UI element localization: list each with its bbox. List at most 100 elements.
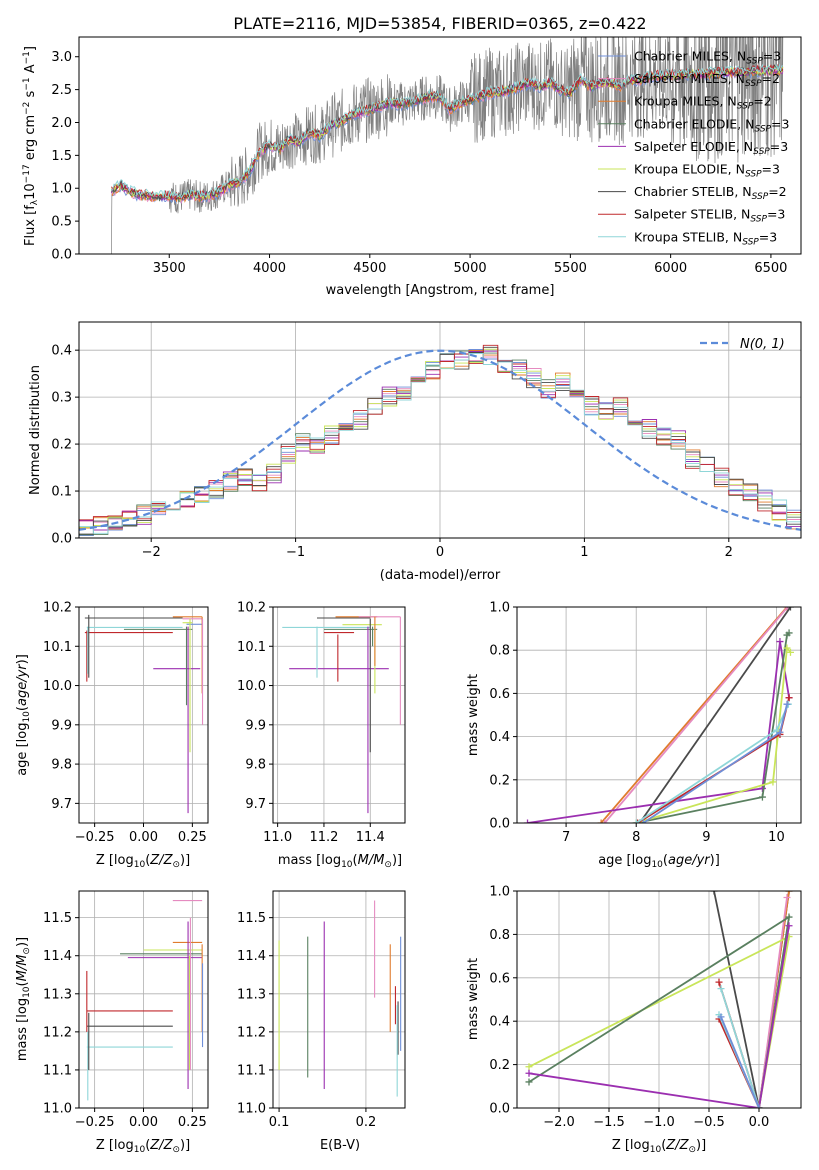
axes-age-vs-mass: 11.0 11.2 11.4 9.7 9.8 9.9 10.0 10.1 10.2 mass [l… [237, 601, 406, 870]
legend-label-suffix: =3 [762, 162, 780, 177]
histogram-step [79, 344, 801, 521]
legend-label-suffix: =3 [759, 229, 777, 244]
legend-label-suffix: =2 [762, 71, 780, 86]
y-tick-label: 0.4 [489, 730, 510, 745]
weight-marker [525, 1078, 533, 1086]
x-tick-label: 6000 [654, 261, 687, 276]
x-axis-label: wavelength [Angstrom, rest frame] [326, 283, 555, 298]
weight-line [636, 632, 790, 823]
x-tick-label: 5500 [554, 261, 587, 276]
weight-marker [524, 819, 532, 823]
legend-label-text: Chabrier MILES, N [634, 49, 746, 64]
x-tick-label: −0.5 [693, 1115, 725, 1130]
legend-label-suffix: =2 [768, 184, 786, 199]
legend-label: Kroupa MILES, NSSP=2 [634, 94, 772, 112]
y-tick-label: 11.0 [237, 1102, 266, 1117]
axes-frame [272, 890, 406, 1109]
weight-line [638, 607, 792, 823]
weight-marker [785, 629, 793, 637]
weight-marker [776, 728, 784, 736]
legend-label-suffix: =3 [770, 139, 788, 154]
x-tick-label: 1 [580, 545, 588, 560]
legend-label-text: Chabrier ELODIE, N [634, 116, 754, 131]
spectrum-model-line [111, 63, 783, 199]
plot-area [524, 607, 794, 823]
legend-label-sub: SSP [754, 124, 771, 134]
histogram-step [79, 353, 801, 534]
label-part: ( [661, 1138, 666, 1153]
y-tick-label: 11.3 [43, 987, 72, 1002]
label-part: ( [15, 706, 30, 711]
label-part: ⊙ [22, 947, 32, 955]
label-part: Z/Z [665, 1138, 689, 1153]
y-tick-label: 0.4 [489, 1015, 510, 1030]
weight-line [718, 988, 760, 1108]
label-part: λ [30, 199, 40, 205]
weight-marker [786, 607, 794, 611]
axes-mass-vs-Z: −0.25 0.00 0.25 11.0 11.1 11.2 11.3 11.4 11.5 Z [… [15, 890, 209, 1155]
y-tick-label: 0.8 [489, 644, 510, 659]
y-tick-label: 0.0 [489, 1102, 510, 1117]
legend-label-text: Kroupa STELIB, N [634, 229, 742, 244]
label-part: erg cm [23, 115, 38, 164]
weight-line [720, 1016, 760, 1108]
y-tick-label: 0.2 [51, 438, 72, 453]
legend-label-text: Salpeter MILES, N [634, 71, 745, 86]
y-tick-label: 0.6 [489, 687, 510, 702]
legend-label-text: Salpeter ELODIE, N [634, 139, 753, 154]
label-part: 10 [22, 711, 32, 723]
x-tick-label: 8 [632, 830, 640, 845]
label-part: 10 [134, 860, 146, 870]
legend-label-sub: SSP [737, 102, 754, 112]
axes-residuals: −2 −1 0 1 2 0.0 0.1 0.2 0.3 0.4 N(0, 1) (data-model… [28, 321, 802, 583]
x-tick-label: 6500 [754, 261, 787, 276]
x-tick-label: 0.00 [129, 1115, 158, 1130]
legend-label-sub: SSP [753, 147, 770, 157]
x-tick-label: 0.25 [178, 830, 207, 845]
x-tick-label: 0.25 [178, 1115, 207, 1130]
legend-label-sub: SSP [745, 170, 762, 180]
weight-line [600, 607, 788, 823]
y-tick-label: 9.7 [245, 797, 266, 812]
label-part: ] [23, 46, 38, 51]
x-tick-label: 11.2 [309, 830, 338, 845]
label-part: 10 [22, 986, 32, 998]
x-tick-label: −2.0 [543, 1115, 575, 1130]
label-part: M/M [358, 853, 385, 868]
label-part: ⊙ [688, 1145, 696, 1155]
axes-mass-vs-EBV: 0.1 0.2 11.0 11.1 11.2 11.3 11.4 11.5 E(B-V) [237, 890, 406, 1153]
label-part: )] [710, 853, 720, 868]
y-tick-label: 11.4 [237, 949, 266, 964]
weight-marker [772, 726, 780, 734]
weight-line [528, 925, 790, 1108]
y-tick-label: 0.5 [51, 215, 72, 230]
weight-marker [710, 891, 718, 895]
label-part: Z [log [612, 1138, 650, 1153]
legend-label: Chabrier MILES, NSSP=3 [634, 49, 781, 67]
x-tick-label: 0.00 [129, 830, 158, 845]
axes-age-vs-Z: −0.25 0.00 0.25 9.7 9.8 9.9 10.0 10.1 10.2 Z [log… [15, 601, 209, 870]
label-part: Z [log [96, 1138, 134, 1153]
x-axis-label: E(B-V) [320, 1138, 360, 1153]
x-tick-label: −0.25 [75, 1115, 115, 1130]
x-tick-label: 7 [562, 830, 570, 845]
spectrum-model-line [111, 63, 784, 201]
x-axis-label: Z [log10(Z/Z⊙)] [96, 853, 190, 870]
x-tick-label: −1 [286, 545, 305, 560]
grid [79, 891, 208, 1109]
plot-area [86, 899, 204, 1101]
label-part: ( [145, 853, 150, 868]
weight-marker [783, 700, 791, 708]
label-part: Z [log [96, 853, 134, 868]
legend-label-suffix: =2 [753, 94, 771, 109]
weight-marker [634, 819, 642, 823]
label-part: ( [663, 853, 668, 868]
y-tick-label: 0.6 [489, 971, 510, 986]
grid [273, 891, 405, 1109]
axes-frame [78, 36, 802, 255]
x-axis-label: mass [log10(M/M⊙)] [278, 853, 402, 870]
label-part: )] [392, 853, 402, 868]
legend-label: Chabrier STELIB, NSSP=2 [634, 184, 787, 202]
plot-area [282, 616, 401, 814]
